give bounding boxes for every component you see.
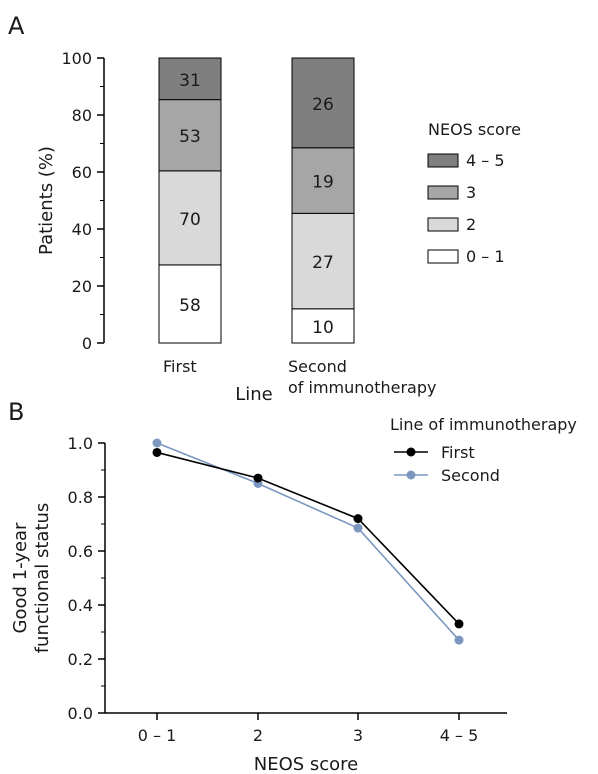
series-point	[253, 473, 263, 483]
x-axis-title: NEOS score	[254, 754, 359, 774]
bar-segment	[158, 57, 222, 101]
legend-swatch	[427, 153, 459, 168]
y-axis-title-line1: Good 1-year	[10, 522, 31, 634]
bar-data-label: 53	[179, 127, 201, 147]
series-point	[454, 635, 464, 645]
legend-label: 0 – 1	[466, 247, 505, 266]
bar-segment	[291, 308, 355, 344]
legend-marker	[406, 447, 416, 457]
y-tick-label: 0.8	[68, 488, 93, 507]
bar-segment	[291, 147, 355, 214]
bar-segment	[291, 212, 355, 310]
bar-data-label: 31	[179, 71, 201, 91]
legend-swatch	[427, 217, 459, 232]
line-chart: 0.0 0.2 0.4 0.6 0.8 1.0 0 – 1 2 3 4 – 5 NEOS score…	[10, 415, 577, 774]
legend-swatch	[427, 185, 459, 200]
legend-label: 2	[466, 215, 476, 234]
legend-label: First	[441, 443, 475, 462]
bar-data-label: 19	[312, 173, 334, 193]
y-tick-label: 60	[72, 163, 92, 182]
series-line	[156, 451, 460, 625]
y-axis-title: Patients (%)	[36, 146, 57, 255]
series-point	[353, 514, 363, 524]
stacked-bar-chart: 0 20 40 60 80 100 Patients (%) 58 70 53 31 First 10 2…	[36, 49, 521, 405]
y-tick-label: 100	[61, 49, 92, 68]
y-tick-label: 1.0	[68, 434, 93, 453]
bar-data-label: 26	[312, 95, 334, 115]
legend-label: 4 – 5	[466, 151, 505, 170]
panel-b-label: B	[8, 398, 24, 426]
x-category-label: of immunotherapy	[288, 378, 436, 397]
panel-a-label: A	[8, 12, 25, 40]
x-tick-label: 2	[253, 726, 263, 745]
legend-label: Second	[441, 466, 500, 485]
bar-data-label: 27	[312, 253, 334, 273]
x-tick-label: 4 – 5	[440, 726, 479, 745]
bar-segment	[158, 264, 222, 344]
series-point	[454, 619, 464, 629]
y-tick-label: 80	[72, 106, 92, 125]
bar-data-label: 70	[179, 210, 201, 230]
y-tick-label: 20	[72, 277, 92, 296]
y-tick-label: 0.0	[68, 704, 93, 723]
y-tick-label: 0.6	[68, 542, 93, 561]
y-axis-title-line2: functional status	[32, 503, 53, 654]
x-tick-label: 0 – 1	[138, 726, 177, 745]
series-point	[152, 438, 162, 448]
legend-title: Line of immunotherapy	[390, 415, 577, 434]
legend-swatch	[427, 249, 459, 264]
x-axis-title: Line	[235, 384, 273, 405]
y-tick-label: 0	[82, 334, 92, 353]
bar-data-label: 10	[312, 318, 334, 338]
y-tick-label: 0.4	[68, 596, 93, 615]
series-point	[152, 447, 162, 457]
legend-marker	[406, 470, 416, 480]
x-category-label: First	[163, 357, 197, 376]
series-point	[353, 523, 363, 533]
y-tick-label: 40	[72, 220, 92, 239]
legend-title: NEOS score	[428, 120, 521, 139]
bar-data-label: 58	[179, 296, 201, 316]
x-category-label: Second	[288, 357, 347, 376]
legend-label: 3	[466, 183, 476, 202]
bar-segment	[291, 57, 355, 149]
y-tick-label: 0.2	[68, 650, 93, 669]
series-line	[156, 442, 460, 641]
x-tick-label: 3	[353, 726, 363, 745]
